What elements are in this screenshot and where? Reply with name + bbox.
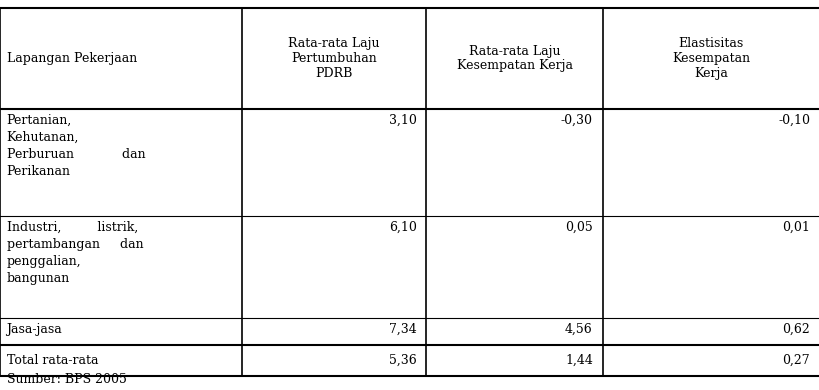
Text: Total rata-rata: Total rata-rata — [7, 354, 98, 367]
Text: Jasa-jasa: Jasa-jasa — [7, 323, 62, 335]
Text: Lapangan Pekerjaan: Lapangan Pekerjaan — [7, 52, 137, 65]
Text: 0,01: 0,01 — [781, 221, 809, 234]
Text: 3,10: 3,10 — [388, 114, 416, 127]
Text: -0,30: -0,30 — [560, 114, 592, 127]
Text: Elastisitas
Kesempatan
Kerja: Elastisitas Kesempatan Kerja — [672, 37, 749, 80]
Text: 0,05: 0,05 — [564, 221, 592, 234]
Text: 5,36: 5,36 — [388, 354, 416, 367]
Text: 4,56: 4,56 — [564, 323, 592, 335]
Text: 1,44: 1,44 — [564, 354, 592, 367]
Text: Pertanian,
Kehutanan,
Perburuan            dan
Perikanan: Pertanian, Kehutanan, Perburuan dan Peri… — [7, 114, 145, 178]
Text: Rata-rata Laju
Kesempatan Kerja: Rata-rata Laju Kesempatan Kerja — [456, 44, 572, 73]
Text: 6,10: 6,10 — [388, 221, 416, 234]
Text: -0,10: -0,10 — [777, 114, 809, 127]
Text: 0,27: 0,27 — [781, 354, 809, 367]
Text: 7,34: 7,34 — [388, 323, 416, 335]
Text: 0,62: 0,62 — [781, 323, 809, 335]
Text: Rata-rata Laju
Pertumbuhan
PDRB: Rata-rata Laju Pertumbuhan PDRB — [288, 37, 379, 80]
Text: Sumber: BPS 2005: Sumber: BPS 2005 — [7, 373, 126, 386]
Text: Industri,         listrik,
pertambangan     dan
penggalian,
bangunan: Industri, listrik, pertambangan dan peng… — [7, 221, 143, 285]
